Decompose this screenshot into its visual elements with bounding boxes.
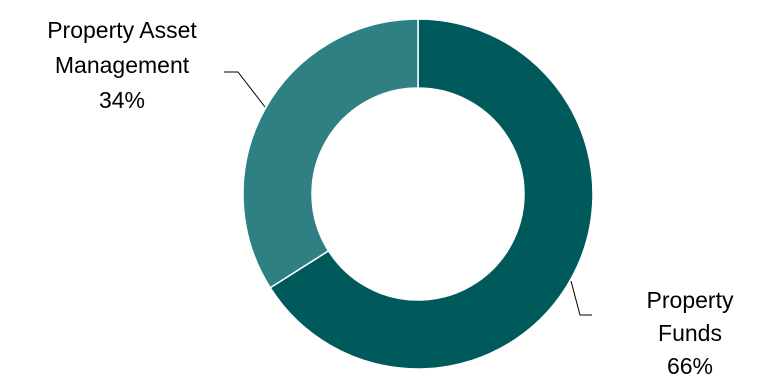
leader-line-property-asset-management xyxy=(224,71,266,108)
label-property-asset-management-line1: Property Asset xyxy=(47,17,197,43)
label-property-funds-line1: Property xyxy=(647,287,734,313)
slice-property-funds xyxy=(269,18,594,370)
label-property-asset-management-line2: Management xyxy=(55,52,190,78)
label-property-funds-value: 66% xyxy=(667,353,713,379)
leader-line-property-funds xyxy=(570,280,592,316)
donut-slices xyxy=(242,18,594,370)
label-property-funds-line2: Funds xyxy=(658,320,722,346)
slice-property-asset-management xyxy=(242,18,419,289)
label-property-asset-management-value: 34% xyxy=(99,87,145,113)
